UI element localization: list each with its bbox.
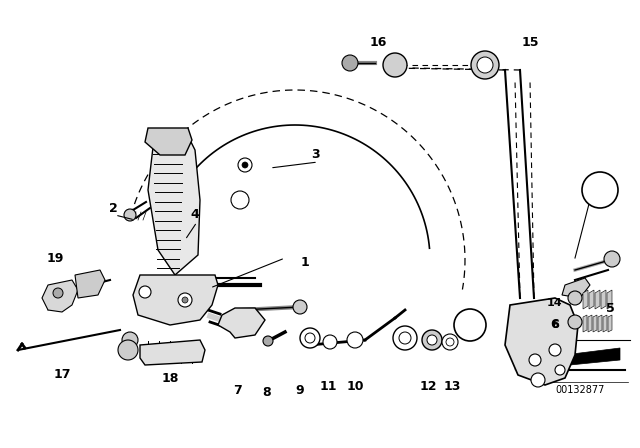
Circle shape [568,315,582,329]
Text: 4: 4 [191,208,200,221]
Circle shape [383,53,407,77]
Text: 15: 15 [521,35,539,48]
Polygon shape [562,278,590,298]
Text: 00132877: 00132877 [556,385,605,395]
Circle shape [568,291,582,305]
Text: 1: 1 [301,255,309,268]
Circle shape [393,326,417,350]
Circle shape [529,354,541,366]
Circle shape [178,293,192,307]
Circle shape [446,338,454,346]
Circle shape [454,309,486,341]
Circle shape [342,55,358,71]
Text: 7: 7 [232,383,241,396]
Circle shape [53,288,63,298]
Polygon shape [588,315,592,332]
Polygon shape [42,280,78,312]
Text: 2: 2 [109,202,117,215]
Circle shape [442,334,458,350]
Circle shape [582,172,618,208]
Polygon shape [218,308,265,338]
Circle shape [555,365,565,375]
Polygon shape [505,298,578,385]
Circle shape [422,330,442,350]
Circle shape [305,333,315,343]
Text: 11: 11 [319,380,337,393]
Circle shape [604,251,620,267]
Text: 6: 6 [551,320,559,330]
Circle shape [242,162,248,168]
Polygon shape [589,290,594,309]
Text: 3: 3 [310,148,319,161]
Text: 6: 6 [550,319,559,332]
Circle shape [300,328,320,348]
Polygon shape [540,348,620,368]
Polygon shape [140,340,205,365]
Circle shape [531,373,545,387]
Text: 17: 17 [53,369,71,382]
Polygon shape [608,315,612,332]
Circle shape [471,51,499,79]
Circle shape [139,286,151,298]
Circle shape [323,335,337,349]
Circle shape [399,332,411,344]
Polygon shape [583,290,588,309]
Text: 13: 13 [444,380,461,393]
Circle shape [124,209,136,221]
Polygon shape [148,130,200,275]
Text: 16: 16 [369,35,387,48]
Text: 6: 6 [596,185,604,195]
Text: 12: 12 [419,380,436,393]
Polygon shape [593,315,597,332]
Text: 10: 10 [346,380,364,393]
Text: 9: 9 [296,383,304,396]
Circle shape [427,335,437,345]
Circle shape [263,336,273,346]
Polygon shape [595,290,600,309]
Text: 14: 14 [464,320,476,330]
Circle shape [231,191,249,209]
Circle shape [549,344,561,356]
Polygon shape [133,275,218,325]
Circle shape [118,340,138,360]
Circle shape [238,158,252,172]
Polygon shape [598,315,602,332]
Circle shape [122,332,138,348]
Text: 8: 8 [262,385,271,399]
Circle shape [477,57,493,73]
Polygon shape [603,315,607,332]
Polygon shape [583,315,587,332]
Polygon shape [75,270,105,298]
Text: 18: 18 [161,371,179,384]
Circle shape [347,332,363,348]
Text: 14: 14 [547,298,563,308]
Text: 19: 19 [46,251,64,264]
Text: 5: 5 [605,302,614,314]
Circle shape [182,297,188,303]
Polygon shape [601,290,606,309]
Polygon shape [145,128,192,155]
Polygon shape [607,290,612,309]
Circle shape [293,300,307,314]
